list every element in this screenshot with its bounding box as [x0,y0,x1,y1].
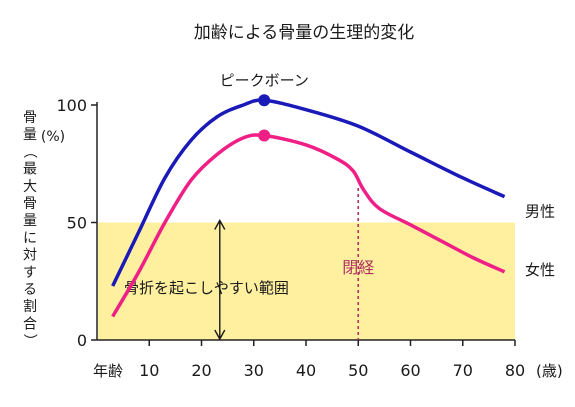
x-tick-label: 40 [296,361,316,380]
y-label-char: す [23,265,37,281]
y-label-char: 大 [23,179,37,195]
y-label-char: 量 [23,213,37,229]
y-label-char: 合 [23,316,37,332]
peak-bone-label: ピークボーン [220,71,309,89]
series-label-female: 女性 [525,261,555,279]
x-tick-label: 20 [191,361,211,380]
y-tick-label: 100 [56,96,87,115]
x-tick-label: 50 [348,361,368,380]
x-axis-unit: (歳) [536,362,563,380]
y-label-char: 最 [23,162,37,178]
series-label-male: 男性 [525,203,555,221]
y-label-char: （ [21,144,37,158]
y-label-char: 骨 [23,196,37,212]
x-tick-label: 80 [505,361,525,380]
chart-title: 加齢による骨量の生理的変化 [194,23,415,43]
menopause-label: 閉経 [342,258,374,277]
y-tick-label: 0 [77,331,87,350]
y-label-char: に [23,230,37,246]
x-axis-label: 年齢 [93,362,123,380]
peak-marker-male [258,94,271,107]
y-label-char: 対 [23,248,37,264]
risk-range-arrow [214,219,226,341]
y-axis-ticks: 0 50 100 [56,96,97,350]
y-label-char: ） [21,334,37,348]
series-line-female [111,133,506,318]
y-label-char: る [23,282,37,298]
x-tick-label: 70 [453,361,473,380]
y-tick-label: 50 [67,214,87,233]
y-label-char: 量 [23,127,37,143]
x-axis-ticks: 10 20 30 40 50 60 70 80 [139,340,525,380]
series-line-male [111,98,506,287]
peak-marker-female [258,129,271,142]
y-label-char: 骨 [23,110,37,126]
y-unit-label: (%) [41,129,65,145]
y-label-char: 割 [23,298,37,315]
x-tick-label: 60 [400,361,420,380]
x-tick-label: 30 [244,361,264,380]
fracture-risk-label: 骨折を起こしやすい範囲 [124,279,289,297]
x-tick-label: 10 [139,361,159,380]
